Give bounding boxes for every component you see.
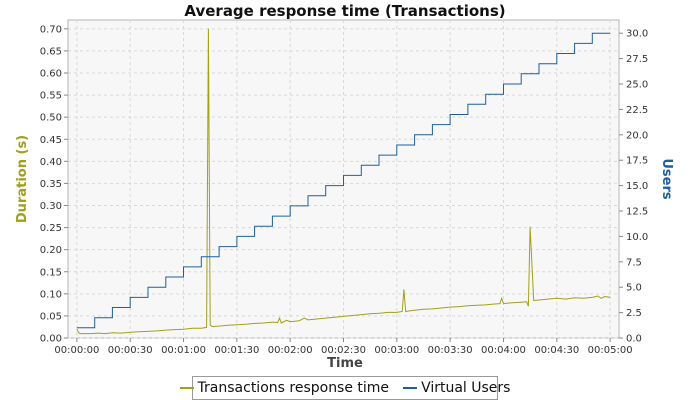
y2-tick-label: 10.0 bbox=[626, 232, 648, 243]
grid-lines bbox=[68, 20, 619, 339]
chart-title: Average response time (Transactions) bbox=[184, 2, 505, 20]
x-tick-label: 00:04:00 bbox=[481, 345, 526, 356]
y-tick-label: 0.10 bbox=[40, 289, 62, 300]
legend-label-response-time: Transactions response time bbox=[197, 380, 390, 396]
x-tick-label: 00:01:00 bbox=[161, 345, 206, 356]
y-tick-label: 0.35 bbox=[40, 179, 62, 190]
y2-tick-label: 25.0 bbox=[626, 80, 648, 91]
y-tick-label: 0.05 bbox=[40, 311, 62, 322]
y2-tick-label: 12.5 bbox=[626, 207, 648, 218]
legend-swatch-virtual-users bbox=[403, 387, 418, 389]
y2-tick-label: 20.0 bbox=[626, 130, 648, 141]
y-tick-label: 0.55 bbox=[40, 91, 62, 102]
y-tick-label: 0.00 bbox=[40, 334, 62, 345]
y-tick-label: 0.30 bbox=[40, 201, 62, 212]
x-tick-label: 00:04:30 bbox=[534, 345, 579, 356]
x-tick-label: 00:01:30 bbox=[214, 345, 259, 356]
y2-tick-label: 27.5 bbox=[626, 54, 648, 65]
y2-tick-label: 0.0 bbox=[626, 334, 642, 345]
x-tick-label: 00:00:30 bbox=[108, 345, 153, 356]
legend-item-virtual-users: Virtual Users bbox=[403, 380, 510, 396]
x-axis-label: Time bbox=[327, 356, 363, 371]
y-axis-label: Duration (s) bbox=[15, 135, 30, 223]
y2-tick-label: 2.5 bbox=[626, 308, 642, 319]
y2-tick-label: 5.0 bbox=[626, 283, 642, 294]
y-tick-label: 0.40 bbox=[40, 157, 62, 168]
y-tick-label: 0.20 bbox=[40, 245, 62, 256]
y2-tick-label: 15.0 bbox=[626, 181, 648, 192]
series-line-virtual-users bbox=[76, 32, 611, 329]
x-tick-label: 00:02:30 bbox=[321, 345, 366, 356]
x-tick-label: 00:02:00 bbox=[268, 345, 313, 356]
legend: Transactions response time Virtual Users bbox=[179, 376, 510, 400]
x-tick-label: 00:03:30 bbox=[428, 345, 473, 356]
y2-tick-label: 7.5 bbox=[626, 257, 642, 268]
y-tick-label: 0.25 bbox=[40, 223, 62, 234]
y2-tick-label: 17.5 bbox=[626, 156, 648, 167]
y-tick-label: 0.70 bbox=[40, 24, 62, 35]
x-tick-label: 00:03:00 bbox=[374, 345, 419, 356]
y-tick-label: 0.50 bbox=[40, 113, 62, 124]
series-line-response-time bbox=[76, 28, 611, 335]
axes: 00:00:00 00:00:30 00:01:00 00:01:30 00:02:00… bbox=[40, 24, 649, 356]
y2-tick-label: 30.0 bbox=[626, 29, 648, 40]
x-tick-label: 00:00:00 bbox=[54, 345, 99, 356]
x-tick-label: 00:05:00 bbox=[588, 345, 633, 356]
series-layer bbox=[76, 28, 611, 335]
legend-item-response-time: Transactions response time bbox=[179, 380, 390, 396]
y2-tick-label: 22.5 bbox=[626, 105, 648, 116]
legend-swatch-response-time bbox=[179, 387, 194, 389]
y2-axis-label: Users bbox=[659, 158, 674, 200]
y-tick-label: 0.45 bbox=[40, 135, 62, 146]
y-tick-label: 0.60 bbox=[40, 69, 62, 80]
legend-label-virtual-users: Virtual Users bbox=[421, 380, 511, 396]
y-tick-label: 0.65 bbox=[40, 46, 62, 57]
y-tick-label: 0.15 bbox=[40, 267, 62, 278]
